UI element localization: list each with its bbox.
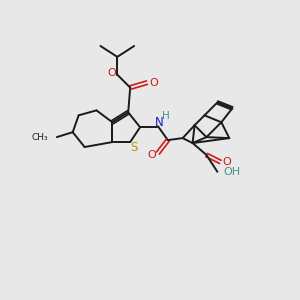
Text: CH₃: CH₃ [31, 133, 48, 142]
Text: O: O [107, 68, 116, 78]
Text: O: O [150, 78, 158, 88]
Text: S: S [130, 140, 138, 154]
Text: H: H [162, 111, 170, 121]
Text: O: O [222, 157, 231, 167]
Text: OH: OH [223, 167, 240, 177]
Text: O: O [148, 150, 156, 160]
Text: N: N [154, 116, 163, 129]
